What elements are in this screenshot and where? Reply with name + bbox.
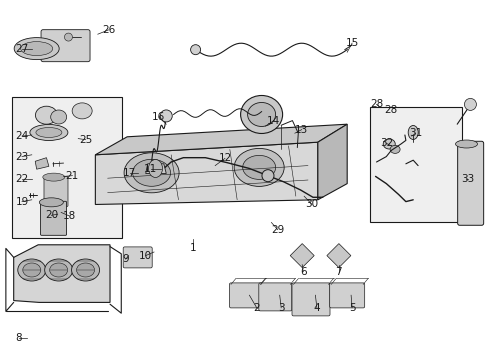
Ellipse shape xyxy=(71,259,100,281)
Text: 27: 27 xyxy=(15,44,29,54)
Polygon shape xyxy=(317,124,346,200)
FancyBboxPatch shape xyxy=(457,141,483,225)
Text: 25: 25 xyxy=(79,135,92,145)
Text: 21: 21 xyxy=(65,171,79,181)
FancyBboxPatch shape xyxy=(44,176,68,207)
Text: 19: 19 xyxy=(15,197,29,207)
Ellipse shape xyxy=(132,159,170,186)
FancyBboxPatch shape xyxy=(258,283,291,311)
Ellipse shape xyxy=(77,263,94,277)
Ellipse shape xyxy=(36,106,57,124)
Ellipse shape xyxy=(247,103,275,126)
FancyBboxPatch shape xyxy=(41,201,66,235)
Polygon shape xyxy=(326,244,350,267)
FancyBboxPatch shape xyxy=(291,283,329,316)
Polygon shape xyxy=(14,245,110,302)
Ellipse shape xyxy=(455,140,476,148)
Text: 16: 16 xyxy=(152,112,165,122)
Polygon shape xyxy=(95,124,346,155)
Text: 1: 1 xyxy=(189,243,196,253)
Polygon shape xyxy=(35,158,49,169)
Text: 33: 33 xyxy=(460,174,474,184)
Ellipse shape xyxy=(383,139,394,149)
Bar xyxy=(12,97,122,238)
Ellipse shape xyxy=(18,259,46,281)
Text: 15: 15 xyxy=(345,38,358,48)
Ellipse shape xyxy=(36,127,62,138)
Text: 29: 29 xyxy=(270,225,284,235)
Text: 24: 24 xyxy=(15,131,29,141)
Ellipse shape xyxy=(39,198,63,207)
Text: 8: 8 xyxy=(15,333,22,343)
Ellipse shape xyxy=(464,98,475,111)
Polygon shape xyxy=(145,164,166,174)
Text: 3: 3 xyxy=(277,303,284,313)
Ellipse shape xyxy=(51,110,66,124)
Ellipse shape xyxy=(240,95,282,134)
FancyBboxPatch shape xyxy=(229,283,262,308)
Ellipse shape xyxy=(20,42,53,55)
FancyBboxPatch shape xyxy=(41,30,90,62)
Text: 10: 10 xyxy=(139,251,152,261)
Ellipse shape xyxy=(160,110,172,122)
Text: 2: 2 xyxy=(253,303,260,313)
FancyBboxPatch shape xyxy=(329,283,364,308)
FancyBboxPatch shape xyxy=(123,247,152,268)
Ellipse shape xyxy=(124,153,179,193)
Ellipse shape xyxy=(30,125,68,140)
Text: 28: 28 xyxy=(384,105,397,115)
Ellipse shape xyxy=(190,45,200,55)
Text: 7: 7 xyxy=(335,267,342,277)
Ellipse shape xyxy=(43,173,64,181)
Text: 6: 6 xyxy=(299,267,306,277)
Bar xyxy=(369,107,461,222)
Text: 9: 9 xyxy=(122,254,129,264)
Text: 32: 32 xyxy=(379,138,392,148)
Text: 11: 11 xyxy=(143,164,157,174)
Ellipse shape xyxy=(23,263,41,277)
Text: 4: 4 xyxy=(313,303,320,313)
Ellipse shape xyxy=(389,145,399,153)
Ellipse shape xyxy=(72,103,92,119)
Text: 28: 28 xyxy=(369,99,383,109)
Text: 30: 30 xyxy=(305,199,318,210)
Text: 17: 17 xyxy=(122,168,136,178)
Text: 18: 18 xyxy=(62,211,76,221)
Text: 14: 14 xyxy=(266,116,280,126)
Ellipse shape xyxy=(14,37,59,60)
Polygon shape xyxy=(289,244,314,267)
Text: 5: 5 xyxy=(348,303,355,313)
Text: 31: 31 xyxy=(408,128,422,138)
Ellipse shape xyxy=(262,170,273,182)
Ellipse shape xyxy=(44,259,73,281)
Text: 12: 12 xyxy=(218,153,231,163)
Ellipse shape xyxy=(234,148,284,186)
Polygon shape xyxy=(95,142,317,204)
Ellipse shape xyxy=(64,33,72,41)
Ellipse shape xyxy=(50,263,67,277)
Ellipse shape xyxy=(242,156,275,179)
Text: 23: 23 xyxy=(15,152,29,162)
Ellipse shape xyxy=(148,159,162,177)
Ellipse shape xyxy=(407,126,417,139)
Text: 26: 26 xyxy=(102,25,115,35)
Text: 22: 22 xyxy=(15,174,29,184)
Text: 13: 13 xyxy=(294,125,308,135)
Text: 20: 20 xyxy=(45,210,58,220)
